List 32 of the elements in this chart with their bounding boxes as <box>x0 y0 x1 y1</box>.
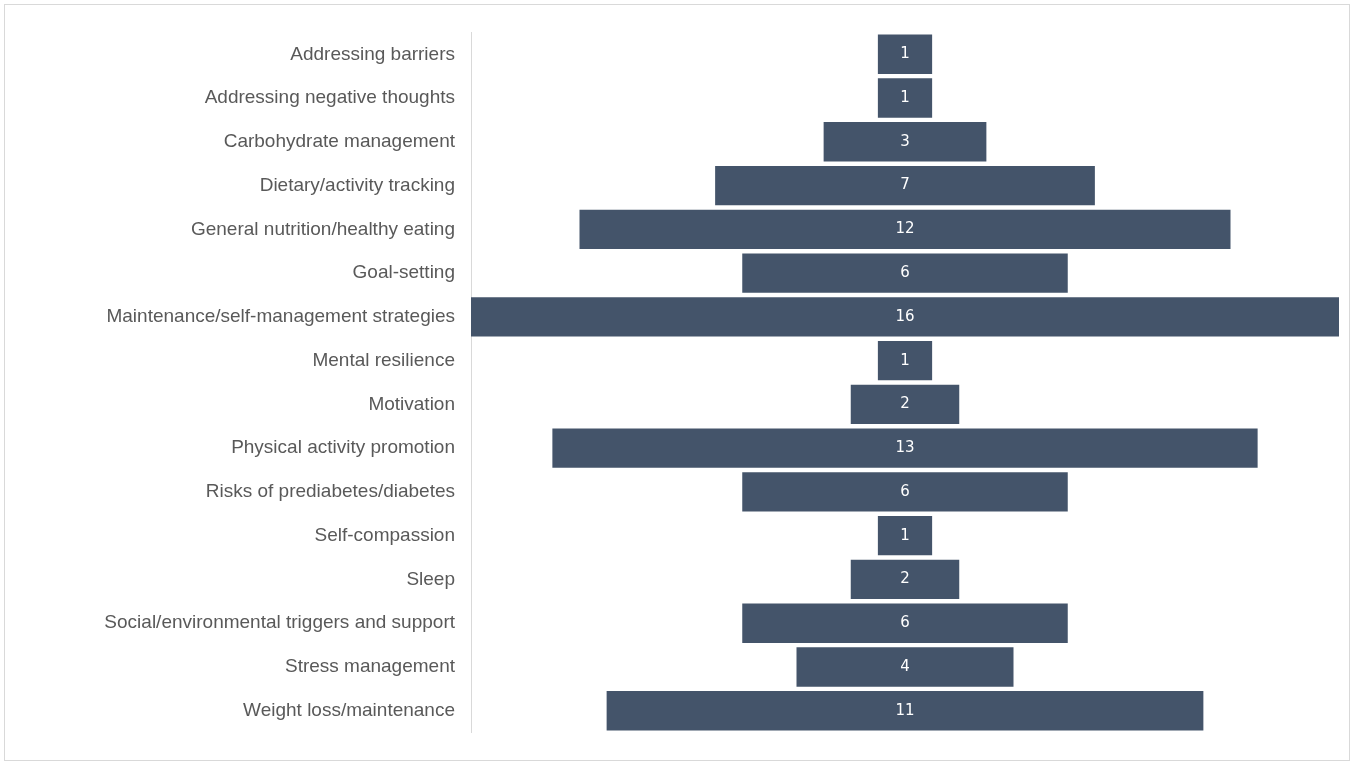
data-label: 2 <box>900 569 910 588</box>
data-label: 1 <box>900 87 910 106</box>
data-label: 1 <box>900 44 910 63</box>
category-label: Stress management <box>284 655 456 677</box>
category-label: Physical activity promotion <box>231 436 455 458</box>
category-label: Maintenance/self-management strategies <box>106 305 455 327</box>
category-label: Addressing barriers <box>290 42 455 64</box>
category-label: Goal-setting <box>352 261 455 283</box>
data-label: 4 <box>900 656 910 675</box>
data-label: 12 <box>895 219 915 238</box>
data-label: 16 <box>895 306 915 325</box>
category-label: Mental resilience <box>312 348 455 370</box>
data-label: 11 <box>895 700 915 719</box>
data-label: 1 <box>900 350 910 369</box>
data-label: 6 <box>900 613 910 632</box>
data-label: 7 <box>900 175 910 194</box>
category-label: Addressing negative thoughts <box>204 86 455 108</box>
category-label: Carbohydrate management <box>223 130 456 152</box>
category-label: General nutrition/healthy eating <box>190 217 455 239</box>
data-label: 2 <box>900 394 910 413</box>
category-label: Weight loss/maintenance <box>243 698 455 720</box>
category-label: Motivation <box>368 392 455 414</box>
category-label: Risks of prediabetes/diabetes <box>205 480 455 502</box>
data-label: 13 <box>895 438 915 457</box>
data-label: 3 <box>900 131 910 150</box>
data-label: 6 <box>900 262 910 281</box>
category-label: Self-compassion <box>314 523 455 545</box>
data-label: 6 <box>900 481 910 500</box>
data-label: 1 <box>900 525 910 544</box>
category-label: Sleep <box>406 567 455 589</box>
category-label: Social/environmental triggers and support <box>104 611 456 633</box>
category-label: Dietary/activity tracking <box>259 173 455 195</box>
